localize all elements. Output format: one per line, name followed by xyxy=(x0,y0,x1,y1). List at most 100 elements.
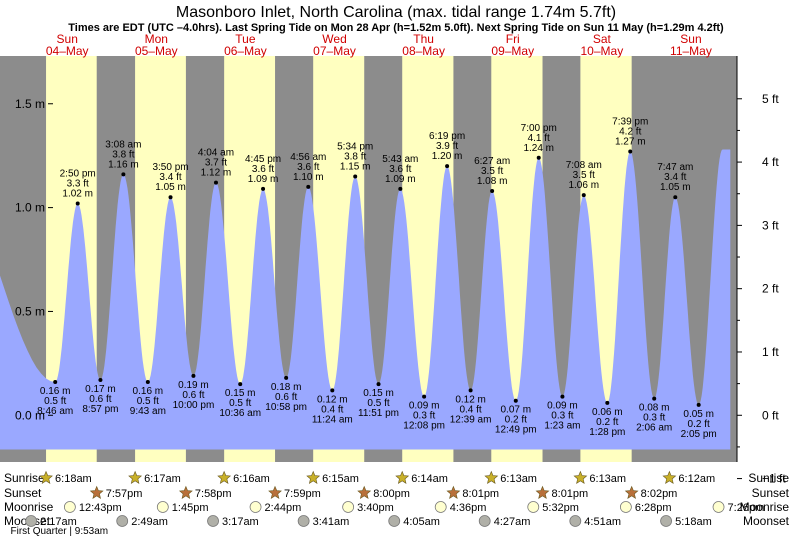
sunrise-row-label-right: Sunrise xyxy=(748,471,789,485)
high-tide-label: 3.3 ft xyxy=(67,178,89,189)
low-tide-label: 10:36 am xyxy=(219,408,261,419)
low-tide-label: 0.18 m xyxy=(271,382,302,393)
sunset-time: 8:01pm xyxy=(552,488,589,500)
low-tide-label: 0.16 m xyxy=(40,386,71,397)
moonset-icon xyxy=(569,515,582,527)
moon-phase-note: First Quarter | 9:53am xyxy=(11,526,109,537)
y-tick-label-ft: 0 ft xyxy=(762,408,779,422)
high-tide-point xyxy=(213,180,218,185)
moonrise-row-label-left: Moonrise xyxy=(4,500,54,514)
low-tide-label: 0.5 ft xyxy=(229,398,251,409)
high-tide-label: 3.6 ft xyxy=(389,164,411,175)
low-tide-point xyxy=(376,382,381,387)
moonrise-icon xyxy=(342,501,355,513)
low-tide-label: 0.12 m xyxy=(455,394,486,405)
low-tide-label: 2:05 pm xyxy=(681,429,717,440)
date-label: 08–May xyxy=(402,44,445,58)
sunset-icon xyxy=(89,485,104,499)
sunrise-icon xyxy=(662,470,677,484)
high-tide-point xyxy=(168,195,173,200)
low-tide-label: 0.15 m xyxy=(225,388,256,399)
tide-labels: 0.16 m0.5 ft8:46 am2:50 pm3.3 ft1.02 m0.… xyxy=(37,117,717,440)
moonset-icon xyxy=(297,515,310,527)
high-tide-point xyxy=(581,193,586,198)
moonset-time: 3:17am xyxy=(222,516,259,528)
moonrise-time: 5:32pm xyxy=(542,502,579,514)
low-tide-point xyxy=(330,388,335,393)
moonrise-icon xyxy=(434,501,447,513)
low-tide-point xyxy=(238,382,243,387)
low-tide-label: 0.5 ft xyxy=(44,396,66,407)
moonrise-row-label-right: Moonrise xyxy=(740,500,790,514)
moonrise-time: 12:43pm xyxy=(79,502,122,514)
low-tide-label: 12:49 pm xyxy=(495,425,537,436)
high-tide-label: 1.12 m xyxy=(201,168,232,179)
low-tide-point xyxy=(652,396,657,401)
low-tide-point xyxy=(696,402,701,407)
y-tick-label-m: 1.5 m xyxy=(15,97,45,111)
high-tide-label: 4.1 ft xyxy=(528,133,550,144)
sunset-icon xyxy=(268,485,282,499)
high-tide-point xyxy=(398,186,403,191)
high-tide-label: 4:04 am xyxy=(198,148,234,159)
moonrise-time: 1:45pm xyxy=(172,502,209,514)
chart-subtitle: Times are EDT (UTC –4.0hrs). Last Spring… xyxy=(68,22,724,34)
sunset-icon xyxy=(178,485,193,499)
high-tide-label: 1.05 m xyxy=(155,182,186,193)
high-tide-label: 3.8 ft xyxy=(344,151,366,162)
low-tide-label: 0.06 m xyxy=(592,407,623,418)
y-tick-label-ft: −1 ft xyxy=(762,472,786,486)
low-tide-label: 9:43 am xyxy=(130,406,166,417)
high-tide-point xyxy=(490,188,495,193)
moonrise-icon xyxy=(156,501,169,513)
low-tide-label: 12:08 pm xyxy=(403,421,445,432)
high-tide-label: 3.4 ft xyxy=(664,172,686,183)
day-of-week-label: Thu xyxy=(413,32,434,46)
y-tick-label-ft: 1 ft xyxy=(762,345,779,359)
low-tide-label: 8:57 pm xyxy=(82,404,118,415)
high-tide-label: 5:34 pm xyxy=(337,141,373,152)
high-tide-label: 1.20 m xyxy=(432,151,463,162)
high-tide-label: 3.5 ft xyxy=(573,170,595,181)
high-tide-point xyxy=(75,201,80,206)
high-tide-point xyxy=(628,149,633,154)
high-tide-label: 1.16 m xyxy=(108,159,139,170)
sunrise-icon xyxy=(573,470,588,484)
y-tick-label-ft: 2 ft xyxy=(762,282,779,296)
sunrise-time: 6:13am xyxy=(500,473,537,485)
low-tide-label: 0.19 m xyxy=(178,380,209,391)
sunset-icon xyxy=(535,485,550,499)
low-tide-label: 0.05 m xyxy=(683,409,714,420)
high-tide-label: 1.09 m xyxy=(248,174,279,185)
high-tide-label: 7:08 am xyxy=(566,160,602,171)
low-tide-label: 0.16 m xyxy=(133,386,164,397)
y-tick-label-ft: 5 ft xyxy=(762,92,779,106)
moonset-time: 5:18am xyxy=(675,516,712,528)
low-tide-point xyxy=(422,394,427,399)
sunrise-icon xyxy=(128,470,143,484)
high-tide-point xyxy=(261,186,266,191)
low-tide-label: 0.2 ft xyxy=(505,415,527,426)
sunrise-time: 6:18am xyxy=(55,473,92,485)
sunrise-time: 6:14am xyxy=(411,473,448,485)
moonrise-time: 3:40pm xyxy=(357,502,394,514)
day-of-week-label: Tue xyxy=(235,32,256,46)
high-tide-label: 3.6 ft xyxy=(252,164,274,175)
low-tide-label: 1:23 am xyxy=(544,421,580,432)
low-tide-label: 0.5 ft xyxy=(367,398,389,409)
high-tide-label: 3.8 ft xyxy=(112,149,134,160)
high-tide-point xyxy=(121,172,126,177)
low-tide-label: 1:28 pm xyxy=(589,427,625,438)
high-tide-point xyxy=(536,155,541,160)
day-of-week-label: Mon xyxy=(145,32,168,46)
high-tide-label: 3.9 ft xyxy=(436,141,458,152)
sunrise-time: 6:15am xyxy=(322,473,359,485)
day-of-week-label: Sun xyxy=(57,32,78,46)
moonset-time: 4:05am xyxy=(403,516,440,528)
high-tide-label: 3:50 pm xyxy=(152,162,188,173)
chart-title: Masonboro Inlet, North Carolina (max. ti… xyxy=(176,4,616,21)
low-tide-label: 0.6 ft xyxy=(182,390,204,401)
moonrise-time: 6:28pm xyxy=(635,502,672,514)
